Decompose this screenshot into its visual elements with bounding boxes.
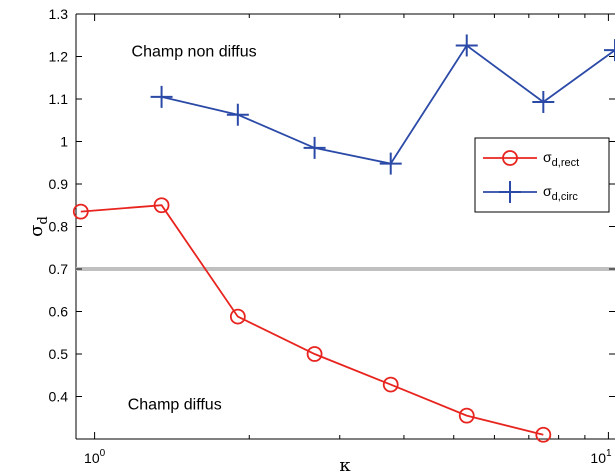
y-tick-label: 0.9	[49, 176, 69, 192]
x-tick-label: 100	[84, 448, 106, 466]
data-point	[532, 90, 555, 113]
series-d-rect	[72, 197, 552, 443]
annotations: Champ non diffus Champ diffus	[128, 44, 257, 414]
x-axis-label: κ	[339, 455, 351, 474]
data-point	[535, 426, 552, 443]
data-point	[150, 85, 173, 108]
plot-area	[75, 13, 615, 440]
y-tick-label: 0.5	[49, 346, 69, 362]
data-point	[604, 39, 615, 62]
series-line	[80, 204, 544, 436]
series-d-circ	[150, 34, 615, 175]
data-point	[306, 346, 323, 362]
legend-entry-label: σd,rect	[543, 149, 579, 169]
y-axis-label: σd	[26, 216, 51, 237]
y-tick-label: 0.8	[49, 219, 69, 235]
y-tick-label: 1.3	[49, 6, 69, 22]
data-point	[455, 34, 478, 57]
data-point	[72, 203, 89, 220]
y-tick-label: 1.2	[49, 49, 69, 65]
data-point	[226, 103, 249, 126]
annotation: Champ non diffus	[132, 44, 257, 61]
y-tick-label: 0.4	[49, 389, 69, 405]
data-point	[153, 197, 170, 214]
y-tick-label: 1.1	[49, 91, 69, 107]
series-layer	[72, 34, 615, 443]
data-point	[458, 407, 475, 424]
legend-swatch-marker	[502, 150, 518, 166]
legend: σd,rect σd,circ	[474, 137, 610, 213]
y-axis: 0.4 0.5 0.6 0.7 0.8 0.9 1 1.1 1.2 1.3 σd	[26, 6, 615, 405]
y-tick-label: 0.7	[49, 261, 69, 277]
data-point	[303, 136, 326, 159]
data-point	[382, 376, 399, 393]
x-tick-label: 101	[590, 448, 612, 466]
data-point	[379, 152, 402, 175]
data-point	[229, 308, 246, 325]
y-tick-label: 1	[60, 134, 68, 150]
legend-swatch-marker	[499, 181, 521, 203]
annotation: Champ diffus	[128, 396, 222, 413]
y-tick-label: 0.6	[49, 304, 69, 320]
x-axis: 100 101 κ	[84, 14, 612, 474]
legend-box	[474, 137, 610, 213]
legend-entry-label: σd,circ	[543, 183, 578, 203]
